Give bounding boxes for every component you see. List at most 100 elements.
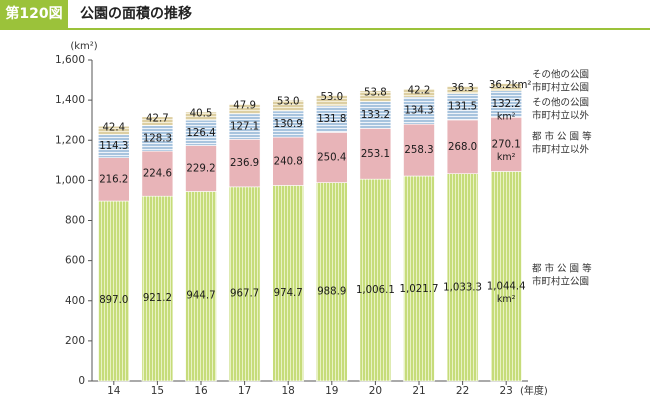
data-label-unit: km² (497, 152, 516, 163)
bar-segment-s4 (228, 103, 261, 115)
data-label-s3: 133.2 (361, 110, 390, 121)
bar-segment-s1 (446, 173, 479, 382)
figure-title: 公園の面積の推移 (80, 6, 192, 22)
bar-segment-s2 (228, 139, 261, 188)
bar-segment-s2 (141, 150, 174, 197)
bar-segment-s3 (490, 90, 523, 118)
data-label-s4: 53.8 (364, 87, 387, 98)
y-tick-label: 1,000 (55, 174, 85, 186)
bar-segment-s2 (359, 128, 392, 180)
bar-group (98, 125, 130, 382)
bar-group (315, 94, 348, 382)
data-label-s2: 250.4 (317, 152, 346, 163)
bar-segment-s4 (359, 90, 392, 102)
y-tick-label: 600 (65, 255, 85, 267)
data-label-s2: 224.6 (143, 169, 172, 180)
data-label-s4: 53.0 (277, 97, 300, 108)
legend-label: その他の公園 (532, 69, 589, 81)
bar-segment-s2 (272, 136, 305, 186)
bar-segment-s4 (141, 116, 174, 126)
bar-group (490, 83, 523, 382)
data-label-s1: 974.7 (274, 288, 303, 299)
legend-label: 市町村立公園 (532, 276, 589, 288)
bar-segment-s1 (272, 185, 305, 382)
bar-segment-s4 (403, 88, 435, 98)
data-label-s4: 36.2km² (489, 80, 532, 91)
bar-segment-s4 (446, 85, 479, 94)
data-label-s2: 270.1 (492, 139, 521, 150)
data-label-s1: 897.0 (99, 295, 128, 306)
data-label-s4: 42.4 (102, 123, 125, 134)
x-tick-label: 18 (282, 385, 295, 397)
bar-segment-s3 (228, 113, 261, 140)
legend-label: 市町村立公園 (532, 82, 589, 94)
bar-segment-s3 (446, 93, 479, 121)
x-tick-label: 15 (151, 385, 164, 397)
bar-segment-s1 (490, 171, 523, 382)
data-label-s4: 36.3 (451, 83, 474, 94)
y-tick-label: 400 (65, 295, 85, 307)
y-tick-label: 800 (65, 215, 85, 227)
x-tick-label: 19 (325, 385, 338, 397)
data-label-s1: 1,044.4 (487, 282, 526, 293)
bar-group (403, 88, 435, 382)
bar-segment-s1 (228, 186, 261, 382)
bar-segment-s1 (315, 182, 348, 382)
bar-group (141, 116, 174, 382)
data-label-s1: 988.9 (317, 287, 346, 298)
bar-segment-s3 (403, 96, 435, 125)
bar-segment-s2 (403, 123, 435, 177)
bar-group (228, 103, 261, 382)
bar-segment-s3 (315, 105, 348, 133)
data-label-unit: km² (497, 294, 516, 305)
x-tick-label: 23 (500, 385, 513, 397)
bar-group (446, 85, 479, 382)
bar-segment-s4 (490, 83, 523, 92)
bar-segment-s4 (185, 111, 217, 121)
data-label-s3: 131.8 (317, 114, 346, 125)
header-divider (0, 28, 650, 30)
data-label-s2: 229.2 (186, 163, 215, 174)
data-label-s4: 42.2 (408, 85, 431, 96)
x-tick-label: 14 (107, 385, 121, 397)
bar-segment-s2 (490, 116, 523, 172)
bar-group (359, 90, 392, 382)
data-label-s1: 944.7 (186, 291, 215, 302)
figure-header: 第120図 公園の面積の推移 (0, 0, 650, 30)
x-tick-label: 20 (369, 385, 382, 397)
x-axis-unit: (年度) (520, 384, 548, 397)
legend-label: 都 市 公 園 等 (532, 263, 592, 275)
y-tick-label: 1,600 (55, 54, 85, 66)
legend-label: 市町村立以外 (532, 144, 590, 156)
data-label-s4: 53.0 (320, 92, 343, 103)
bar-segment-s1 (141, 195, 174, 382)
data-label-s1: 1,021.7 (400, 284, 439, 295)
data-label-s3: 130.9 (274, 119, 303, 130)
bar-segment-s3 (185, 119, 217, 146)
data-label-s1: 1,033.3 (443, 283, 482, 294)
legend-label: 都 市 公 園 等 (532, 131, 592, 143)
bar-segment-s4 (315, 94, 348, 107)
bar-segment-s3 (272, 110, 305, 138)
data-label-s3: 127.1 (230, 122, 259, 133)
bar-segment-s3 (141, 125, 174, 152)
data-label-s3: 128.3 (143, 133, 172, 144)
bar-segment-s2 (185, 145, 217, 192)
data-label-s1: 967.7 (230, 289, 259, 300)
bar-segment-s4 (98, 125, 130, 136)
y-tick-label: 1,200 (55, 134, 85, 146)
x-tick-label: 16 (194, 385, 208, 397)
data-label-s3: 114.3 (99, 141, 128, 152)
data-label-s2: 240.8 (274, 156, 303, 167)
x-tick-label: 17 (238, 385, 251, 397)
data-label-s4: 47.9 (233, 101, 256, 112)
data-label-s2: 258.3 (404, 145, 433, 156)
legend-label: その他の公園 (532, 97, 589, 109)
data-label-unit: km² (497, 112, 516, 123)
data-label-s1: 921.2 (143, 293, 172, 304)
bar-segment-s1 (98, 200, 130, 382)
y-tick-label: 200 (65, 335, 85, 347)
data-label-s1: 1,006.1 (356, 285, 395, 296)
bar-segment-s1 (359, 178, 392, 382)
legend-label: 市町村立以外 (532, 110, 590, 122)
